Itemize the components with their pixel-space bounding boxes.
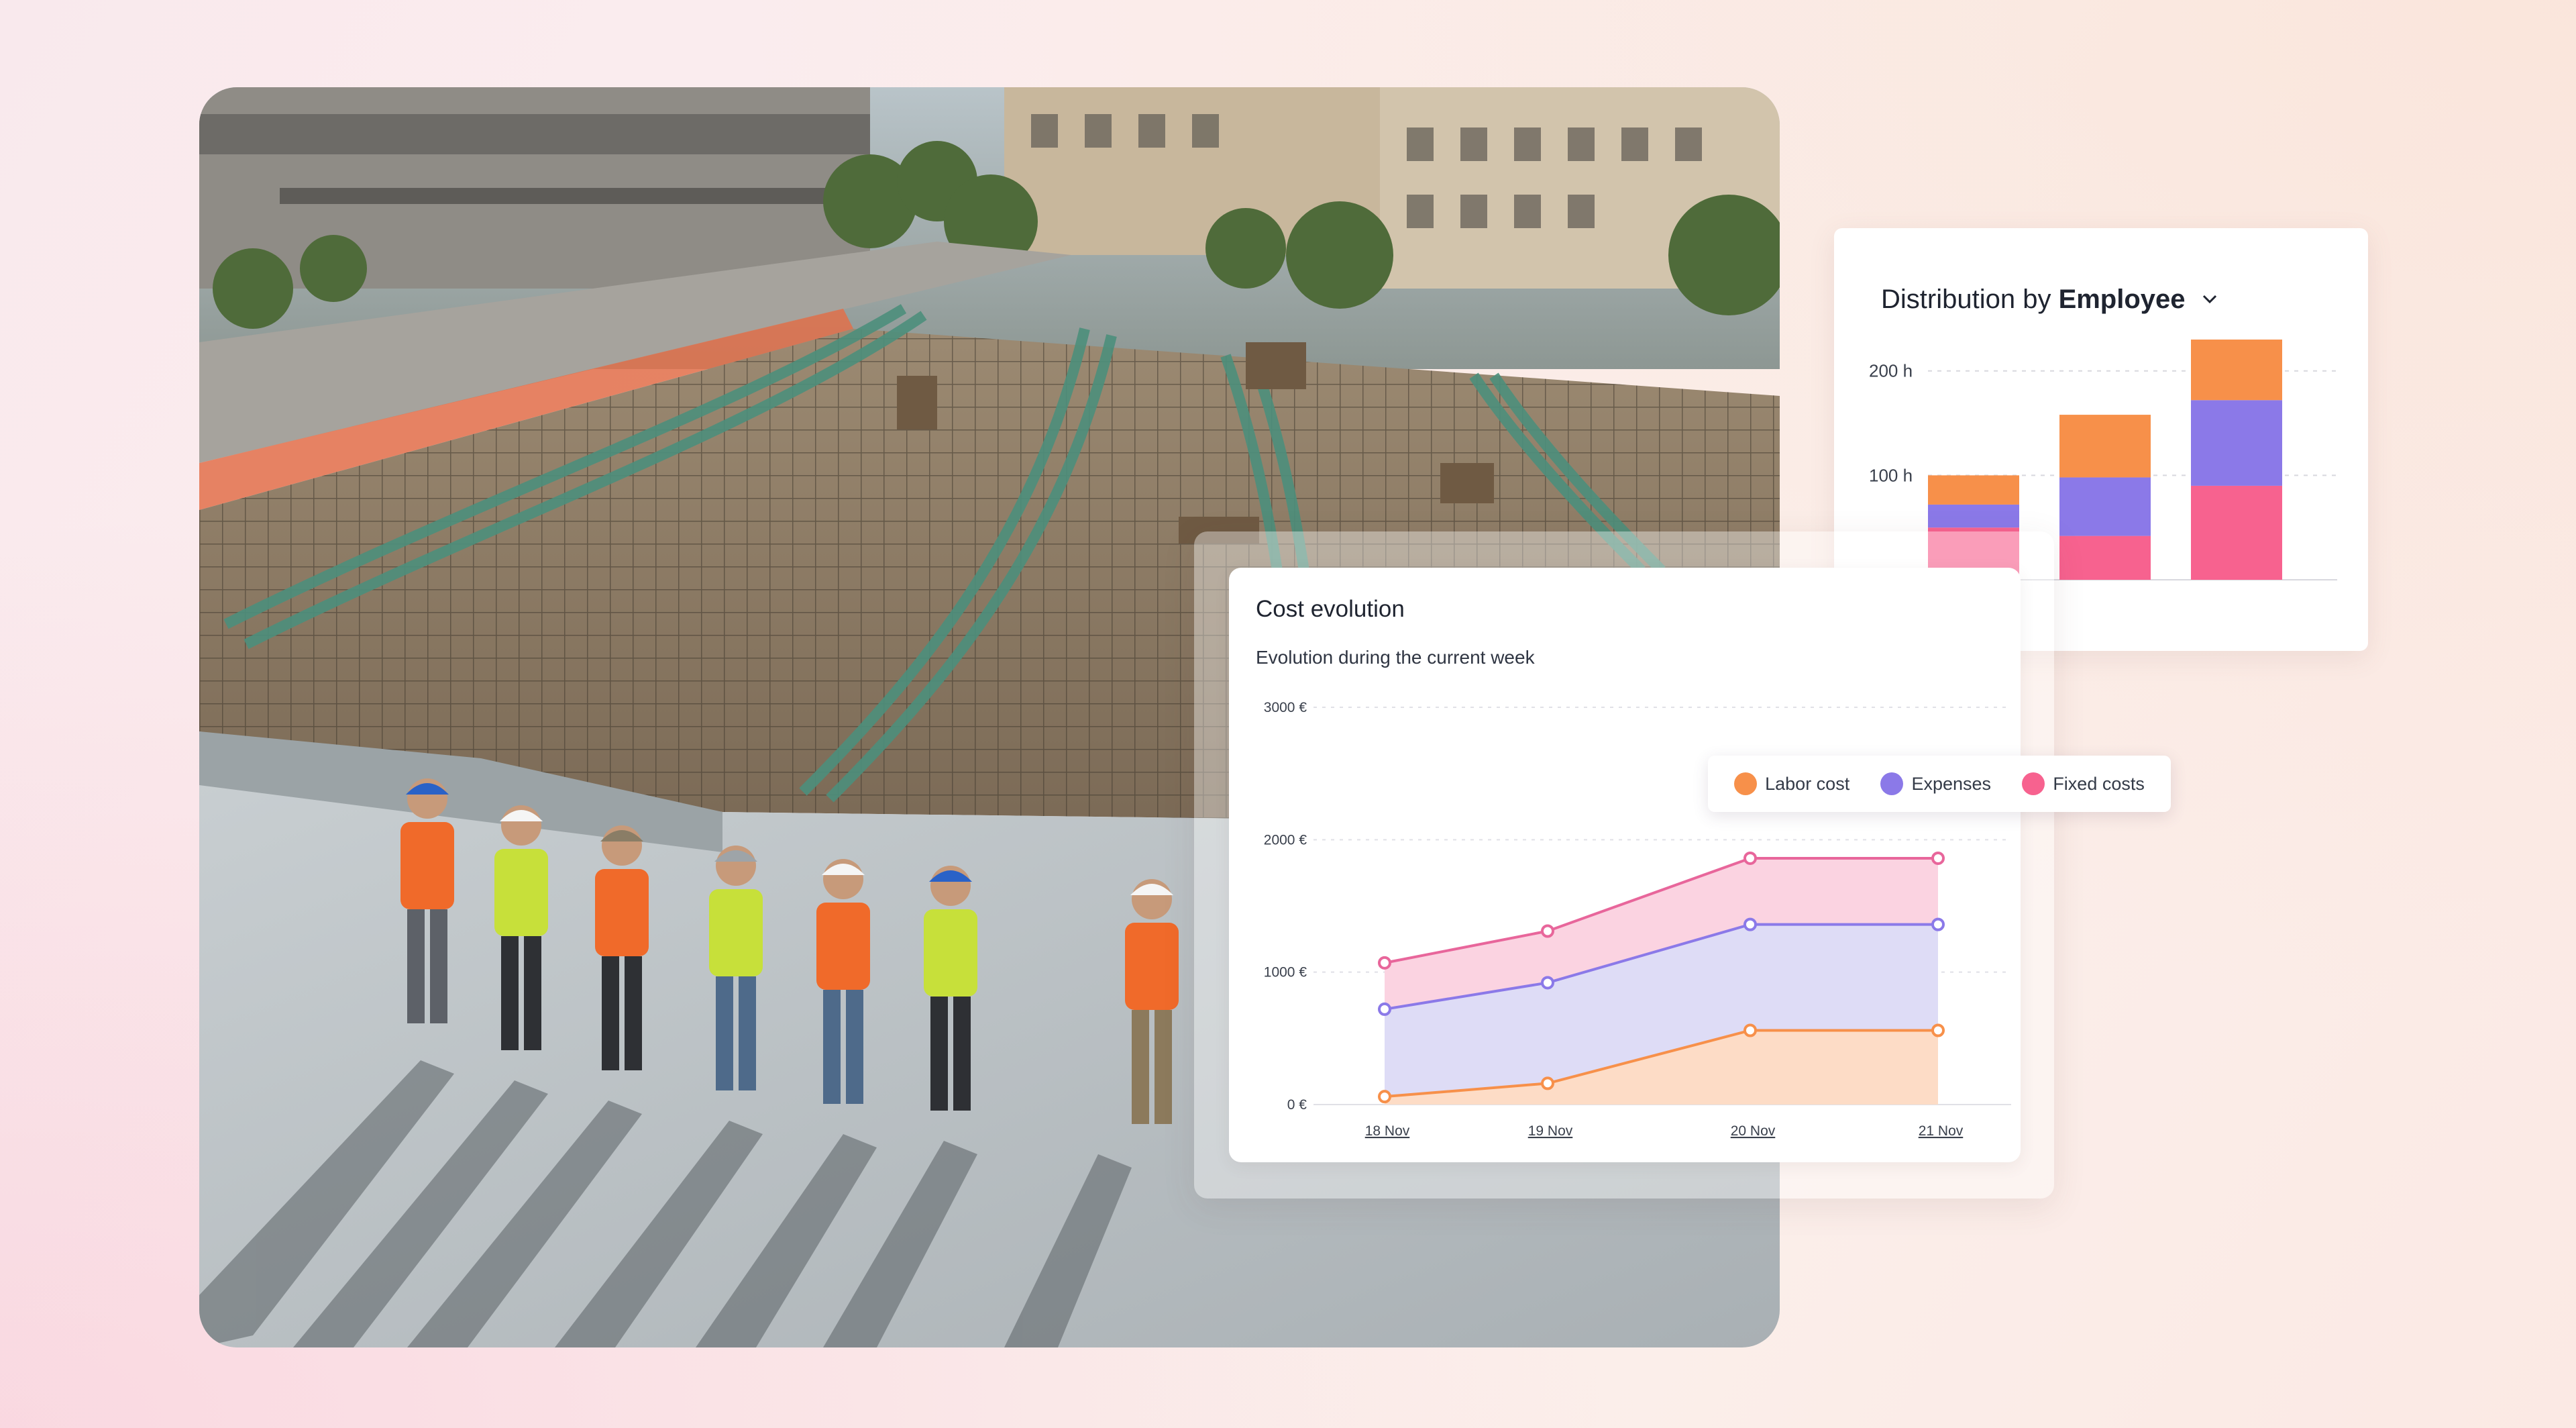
cost-area-1 <box>1385 924 1938 1097</box>
cost-data-point[interactable] <box>1931 851 1945 865</box>
dist-bar-segment <box>2059 477 2151 536</box>
dist-bar-segment <box>2059 536 2151 580</box>
legend-label: Expenses <box>1911 773 1992 794</box>
legend-item-labor-cost[interactable]: Labor cost <box>1734 772 1849 795</box>
cost-area-2 <box>1385 858 1938 1009</box>
cost-data-point[interactable] <box>1378 956 1391 970</box>
cost-series-line <box>1384 1029 1938 1099</box>
cost-title: Cost evolution <box>1256 596 1405 622</box>
distribution-title-dropdown[interactable]: Distribution by Employee <box>1881 280 2217 315</box>
cost-y-tick-label: 3000 € <box>1264 700 1307 715</box>
dist-bar-segment <box>2059 415 2151 478</box>
workers <box>400 778 1179 1124</box>
cost-data-point[interactable] <box>1541 976 1554 990</box>
cost-y-tick-label: 2000 € <box>1264 832 1307 848</box>
legend-item-expenses[interactable]: Expenses <box>1880 772 1991 795</box>
cost-data-point[interactable] <box>1541 1076 1554 1090</box>
distribution-chart: 200 h 100 h <box>1869 340 2337 580</box>
dist-bar-segment <box>1928 475 2019 505</box>
dist-y-tick-label: 100 h <box>1869 465 1913 485</box>
cost-data-point[interactable] <box>1931 917 1945 931</box>
cost-series-line <box>1384 856 1938 964</box>
distribution-title-emphasis: Employee <box>2058 285 2186 314</box>
dist-bar-segment <box>2191 340 2282 401</box>
cost-data-point[interactable] <box>1931 1023 1945 1037</box>
dist-y-tick-label: 200 h <box>1869 361 1913 381</box>
legend-dot <box>1880 772 1904 795</box>
cost-y-tick-label: 0 € <box>1287 1097 1307 1113</box>
cost-data-point[interactable] <box>1743 917 1757 931</box>
cost-y-tick-label: 1000 € <box>1264 965 1307 980</box>
dist-bar-segment <box>2191 400 2282 486</box>
cost-data-point[interactable] <box>1541 924 1554 938</box>
legend-item-fixed-costs[interactable]: Fixed costs <box>2022 772 2145 795</box>
cost-data-point[interactable] <box>1378 1090 1391 1104</box>
cost-evolution-card: 3000 € 2000 € 1000 € 0 € 18 Nov 19 Nov 20 Nov 2… <box>1229 568 2021 1162</box>
photo-illustration <box>199 87 1780 1347</box>
cost-x-tick-label: 21 Nov <box>1919 1123 1964 1139</box>
cost-series-line <box>1384 923 1938 1011</box>
cost-data-point[interactable] <box>1378 1002 1391 1016</box>
cost-x-tick-label: 20 Nov <box>1731 1123 1776 1139</box>
construction-site-photo <box>199 87 1780 1347</box>
chevron-down-icon <box>2202 280 2217 311</box>
distribution-card: 200 h 100 h Distribution by Employee <box>1834 228 2368 651</box>
dist-bar-segment <box>2191 485 2282 580</box>
legend-dot <box>2022 772 2045 795</box>
cost-x-tick-label: 18 Nov <box>1365 1123 1410 1139</box>
legend-label: Fixed costs <box>2053 773 2145 794</box>
cost-data-point[interactable] <box>1743 1023 1757 1037</box>
cost-subtitle: Evolution during the current week <box>1256 647 1535 668</box>
legend-label: Labor cost <box>1765 773 1850 794</box>
legend-dot <box>1734 772 1758 795</box>
cost-x-tick-label: 19 Nov <box>1528 1123 1573 1139</box>
cost-legend: Labor cost Expenses Fixed costs <box>1708 756 2171 812</box>
distribution-title-prefix: Distribution by <box>1881 285 2051 314</box>
dist-bar-segment <box>1928 504 2019 528</box>
cost-data-point[interactable] <box>1743 851 1757 865</box>
cost-evolution-chart: 3000 € 2000 € 1000 € 0 € 18 Nov 19 Nov 20 Nov 2… <box>1264 700 2011 1139</box>
